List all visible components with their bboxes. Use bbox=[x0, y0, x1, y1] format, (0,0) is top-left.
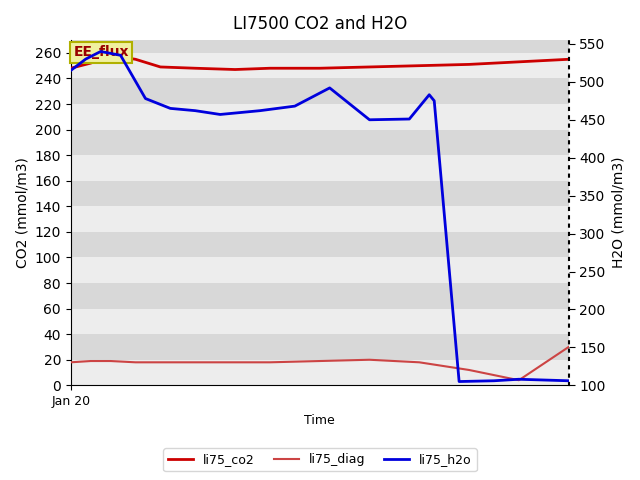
Bar bbox=[71, 104, 569, 130]
Bar bbox=[71, 155, 569, 181]
X-axis label: Time: Time bbox=[305, 414, 335, 427]
Bar bbox=[71, 53, 569, 78]
Text: EE_flux: EE_flux bbox=[73, 45, 129, 60]
Bar bbox=[71, 360, 569, 385]
Y-axis label: CO2 (mmol/m3): CO2 (mmol/m3) bbox=[15, 157, 29, 268]
Title: LI7500 CO2 and H2O: LI7500 CO2 and H2O bbox=[232, 15, 407, 33]
Y-axis label: H2O (mmol/m3): H2O (mmol/m3) bbox=[611, 157, 625, 268]
Bar bbox=[71, 257, 569, 283]
Bar bbox=[71, 309, 569, 334]
Bar bbox=[71, 206, 569, 232]
Legend: li75_co2, li75_diag, li75_h2o: li75_co2, li75_diag, li75_h2o bbox=[163, 448, 477, 471]
